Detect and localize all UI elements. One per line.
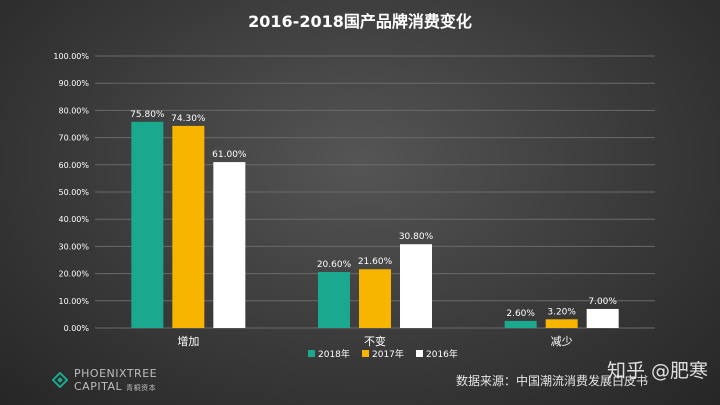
y-tick-label: 0.00% bbox=[64, 324, 90, 333]
y-tick-label: 90.00% bbox=[58, 79, 89, 88]
data-label: 3.20% bbox=[547, 307, 576, 317]
legend-label: 2016年 bbox=[426, 348, 458, 360]
logo-name-line1: PHOENIXTREE bbox=[74, 367, 158, 380]
y-tick-label: 80.00% bbox=[58, 106, 89, 115]
legend-swatch bbox=[308, 350, 315, 357]
bar bbox=[545, 319, 578, 328]
data-label: 74.30% bbox=[171, 114, 206, 124]
y-tick-label: 100.00% bbox=[53, 52, 89, 61]
bar bbox=[213, 162, 246, 328]
legend-swatch bbox=[362, 350, 369, 357]
bar bbox=[359, 269, 391, 328]
data-label: 30.80% bbox=[399, 232, 434, 242]
legend-label: 2018年 bbox=[318, 348, 350, 360]
logo-cn-name: 青桐资本 bbox=[126, 384, 157, 392]
legend-label: 2017年 bbox=[372, 348, 404, 360]
phoenixtree-logo: PHOENIXTREE CAPITAL 青桐资本 bbox=[52, 368, 157, 392]
y-tick-label: 40.00% bbox=[58, 215, 89, 224]
bar bbox=[172, 125, 205, 329]
data-source: 数据来源：中国潮流消费发展白皮书 bbox=[456, 374, 649, 388]
data-label: 61.00% bbox=[212, 150, 247, 160]
y-tick-label: 10.00% bbox=[58, 297, 89, 306]
logo-name-line2: CAPITAL 青桐资本 bbox=[74, 381, 157, 392]
x-category-label: 增加 bbox=[177, 334, 199, 348]
bar bbox=[400, 244, 432, 328]
y-tick-label: 70.00% bbox=[58, 134, 89, 143]
bar bbox=[318, 271, 350, 328]
y-tick-label: 20.00% bbox=[58, 270, 89, 279]
data-label: 2.60% bbox=[506, 309, 535, 319]
data-label: 21.60% bbox=[358, 257, 393, 267]
y-tick-label: 60.00% bbox=[58, 161, 89, 170]
legend-swatch bbox=[416, 350, 423, 357]
bar bbox=[131, 121, 164, 328]
logo-name-capital: CAPITAL bbox=[74, 380, 123, 393]
x-category-label: 不变 bbox=[364, 334, 386, 348]
x-category-label: 减少 bbox=[551, 335, 573, 348]
chart-title: 2016-2018国产品牌消费变化 bbox=[248, 12, 472, 31]
bar bbox=[586, 308, 619, 328]
y-tick-label: 30.00% bbox=[58, 242, 89, 251]
data-label: 75.80% bbox=[130, 110, 165, 120]
data-label: 7.00% bbox=[588, 297, 617, 307]
logo-diamond-icon bbox=[52, 372, 68, 388]
y-tick-label: 50.00% bbox=[58, 188, 89, 197]
watermark: 知乎 @肥寒 bbox=[606, 360, 708, 382]
data-label: 20.60% bbox=[317, 260, 352, 270]
bar bbox=[504, 320, 537, 328]
